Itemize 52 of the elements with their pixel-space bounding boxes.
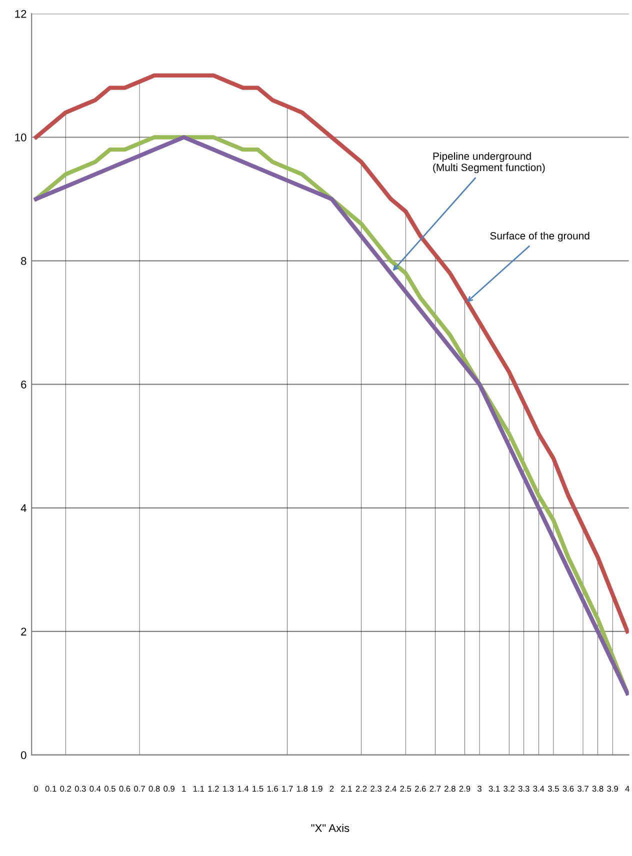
x-tick-label: 1.4 — [238, 786, 249, 792]
x-tick-label: 3.3 — [518, 786, 530, 792]
x-tick-label: 1.2 — [208, 786, 219, 792]
x-tick-label: 0.1 — [45, 786, 56, 792]
x-tick-label: 2.3 — [370, 786, 382, 792]
annotation: Pipeline underground (Multi Segment function) — [433, 152, 545, 174]
y-tick-label: 8 — [21, 257, 26, 265]
y-tick-label: 10 — [15, 134, 26, 142]
x-tick-label: 2.5 — [400, 786, 412, 792]
x-tick-label: 3.8 — [592, 786, 604, 792]
y-tick-label: 2 — [21, 628, 26, 636]
x-tick-label: 1.9 — [312, 786, 322, 792]
annotation: Surface of the ground — [490, 232, 590, 242]
x-axis-title: "X" Axis — [311, 824, 350, 832]
x-tick-label: 2.6 — [415, 786, 426, 792]
x-tick-label: 2.2 — [356, 786, 367, 792]
x-tick-label: 0.6 — [119, 786, 130, 792]
x-tick-label: 2.9 — [459, 786, 470, 792]
x-tick-label: 1.3 — [223, 786, 234, 792]
x-tick-label: 2.4 — [385, 786, 396, 792]
x-tick-label: 1.8 — [296, 786, 308, 792]
x-tick-label: 3 — [478, 786, 482, 792]
x-tick-label: 2.8 — [444, 786, 456, 792]
x-tick-label: 0.8 — [148, 786, 160, 792]
x-tick-label: 1.1 — [193, 786, 204, 792]
x-tick-label: 1.6 — [267, 786, 278, 792]
x-tick-label: 2 — [330, 786, 334, 792]
x-tick-label: 0.4 — [90, 786, 101, 792]
x-tick-label: 1.5 — [252, 786, 264, 792]
x-tick-label: 0.7 — [134, 786, 145, 792]
x-tick-label: 0.9 — [164, 786, 174, 792]
x-tick-label: 4 — [625, 786, 630, 792]
x-tick-label: 3.6 — [562, 786, 574, 792]
x-tick-label: 2.1 — [341, 786, 352, 792]
y-tick-label: 6 — [21, 380, 26, 388]
x-tick-label: 3.1 — [488, 786, 500, 792]
x-tick-label: 3.7 — [578, 786, 588, 792]
x-tick-label: 2.7 — [430, 786, 441, 792]
y-tick-label: 12 — [15, 10, 26, 18]
x-tick-label: 0.3 — [74, 786, 86, 792]
x-tick-label: 0.2 — [60, 786, 71, 792]
x-tick-label: 0 — [34, 786, 38, 792]
x-tick-label: 3.2 — [504, 786, 514, 792]
y-tick-label: 4 — [20, 504, 26, 512]
x-tick-label: 3.9 — [607, 786, 618, 792]
x-tick-label: 0.5 — [104, 786, 116, 792]
line-series — [34, 73, 629, 634]
x-tick-label: 1.7 — [282, 786, 293, 792]
x-tick-label: 1 — [182, 786, 186, 792]
y-tick-label: 0 — [20, 751, 26, 760]
x-tick-label: 3.4 — [533, 786, 544, 792]
x-tick-label: 3.5 — [548, 786, 559, 792]
